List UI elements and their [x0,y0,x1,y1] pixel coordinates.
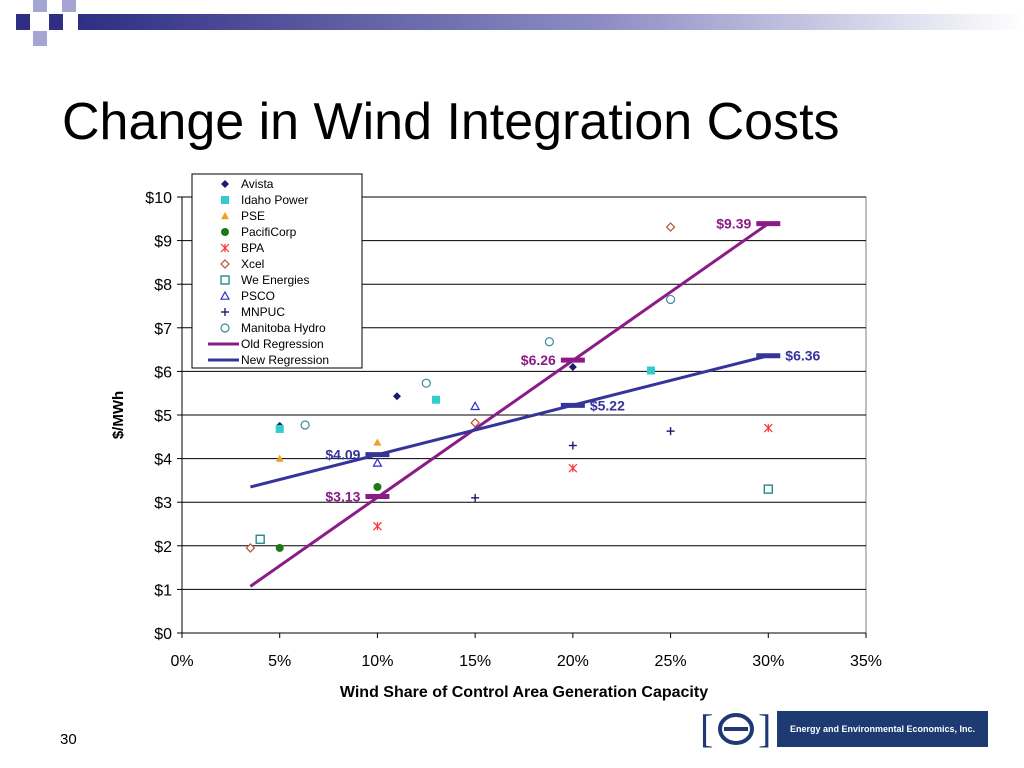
pse-point [373,438,382,446]
slide-title: Change in Wind Integration Costs [62,93,840,151]
manitoba-hydro-point [300,420,310,430]
page-number: 30 [60,731,77,748]
mnpuc-point [666,427,675,436]
x-tick-label: 10% [361,653,393,670]
old-regression-value-label: $3.13 [325,489,360,505]
y-tick-label: $1 [154,582,172,599]
new-regression-value-label: $4.09 [325,447,360,463]
legend-label-bpa: BPA [241,241,264,255]
legend-marker-idaho-power [221,196,229,204]
x-tick-label: 0% [170,653,193,670]
legend-marker-xcel [220,259,230,269]
pacificorp-point [275,543,284,552]
we-energies-point [763,484,773,494]
header-gradient-bar [78,14,1024,30]
legend-label-avista: Avista [241,177,274,191]
x-tick-label: 25% [655,653,687,670]
header-decoration [16,0,1024,46]
y-tick-label: $0 [154,626,172,643]
legend-label-pacificorp: PacifiCorp [241,225,297,239]
pacificorp-point [373,482,382,491]
legend-label-pse: PSE [241,209,265,223]
bpa-point [373,521,382,531]
xcel-point [470,417,480,428]
y-tick-label: $4 [154,452,172,469]
y-tick-label: $7 [154,321,172,338]
data-points [245,222,773,553]
legend-marker-bpa [220,243,230,253]
deco-square [49,14,63,30]
deco-square [33,0,47,12]
x-axis-title: Wind Share of Control Area Generation Ca… [340,684,708,701]
y-tick-label: $5 [154,408,172,425]
logo-left-bracket: [ [700,706,714,751]
legend-label-manitoba-hydro: Manitoba Hydro [241,321,326,335]
new-regression-value-label: $6.36 [785,348,820,364]
legend-marker-avista [221,180,229,188]
bpa-point [763,423,773,433]
bpa-point [568,463,578,473]
manitoba-hydro-point [544,337,555,347]
idaho-power-point [647,366,656,375]
legend-box [191,173,363,369]
avista-point [568,363,577,372]
y-tick-label: $9 [154,234,172,251]
psco-point [372,457,383,467]
x-tick-label: 30% [752,653,784,670]
legend-label-we-energies: We Energies [241,273,309,287]
avista-point [392,392,401,401]
logo-company-name: Energy and Environmental Economics, Inc. [777,711,988,747]
y-axis-title: $/MWh [110,391,127,439]
mnpuc-point [568,441,577,450]
new-regression-line [250,354,769,489]
legend-marker-pacificorp [221,228,229,236]
y-tick-label: $2 [154,539,172,556]
deco-square [33,31,47,46]
old-regression-value-label: $6.26 [521,352,556,368]
axes: $0 $1 $2 $3 $4 $5 $6 $7 $8 $9 $10 0% 5% 10% 15% 20% 25% 3… [145,190,882,670]
legend-label-idaho-power: Idaho Power [241,193,308,207]
xcel-point [245,543,256,553]
company-logo: [ ] Energy and Environmental Economics, … [700,708,990,750]
logo-right-bracket: ] [758,706,772,751]
legend-label-xcel: Xcel [241,257,264,271]
y-tick-label: $6 [154,364,172,381]
x-tick-label: 5% [268,653,291,670]
logo-e3-mark [718,713,754,745]
legend-marker-we-energies [220,275,230,285]
y-tick-label: $3 [154,495,172,512]
legend-marker-mnpuc [221,308,229,316]
y-tick-label: $10 [145,190,172,207]
pse-point [275,454,284,462]
legend-marker-pse [221,212,229,220]
deco-square [62,0,76,12]
legend-label-old-regression: Old Regression [241,337,324,351]
psco-point [470,401,481,411]
manitoba-hydro-point [665,294,676,305]
new-regression-value-label: $5.22 [590,397,625,413]
x-tick-label: 20% [557,653,589,670]
legend-label-psco: PSCO [241,289,275,303]
idaho-power-point [275,424,284,433]
mnpuc-point [471,493,480,502]
xcel-point [665,222,676,232]
we-energies-point [255,534,265,544]
legend-marker-manitoba-hydro [220,323,230,333]
legend: Avista Idaho Power PSE PacifiCorp BPA Xcel We … [191,173,363,369]
y-tick-label: $8 [154,277,172,294]
legend-label-mnpuc: MNPUC [241,305,285,319]
legend-marker-psco [219,290,231,300]
old-regression-line [249,222,770,588]
idaho-power-point [432,395,441,404]
x-tick-label: 35% [850,653,882,670]
x-tick-label: 15% [459,653,491,670]
deco-square [16,14,30,30]
grid-lines [181,196,867,634]
old-regression-value-label: $9.39 [716,216,751,232]
legend-label-new-regression: New Regression [241,353,329,367]
manitoba-hydro-point [421,378,431,388]
regression-lines: $3.13 $6.26 $9.39 $4.09 $5.22 $6.36 [249,216,821,588]
